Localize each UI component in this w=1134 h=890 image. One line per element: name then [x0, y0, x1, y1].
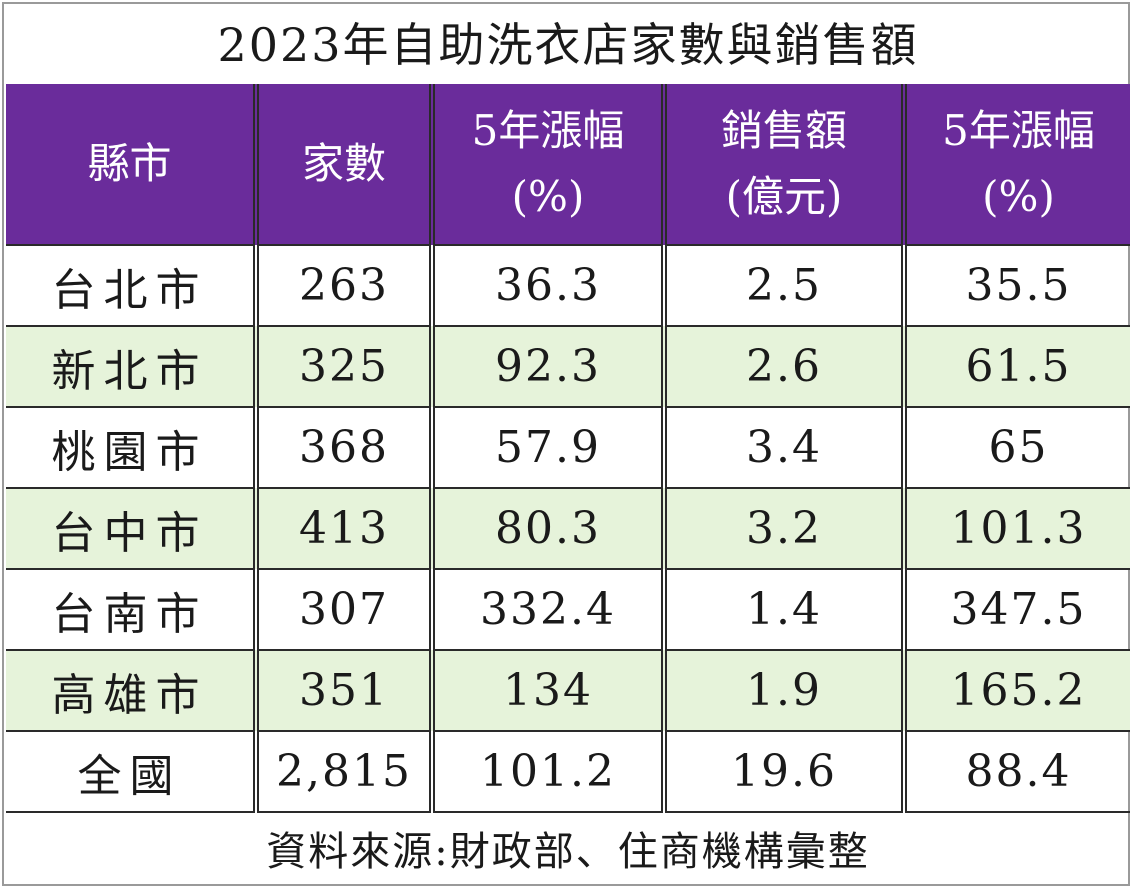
table-row: 高雄市 351 134 1.9 165.2	[6, 650, 1130, 732]
cell-store-count: 325	[256, 326, 435, 408]
cell-sales: 3.4	[664, 407, 907, 489]
column-header-sales: 銷售額 (億元)	[664, 84, 907, 246]
column-header-unit: (%)	[511, 172, 585, 221]
table-row-total: 全國 2,815 101.2 19.6 88.4	[6, 731, 1130, 813]
cell-sales: 2.6	[664, 326, 907, 408]
column-header-label: 縣市	[87, 139, 172, 188]
column-header-store-count: 家數	[256, 84, 435, 246]
column-header-unit: (%)	[982, 172, 1055, 221]
cell-county: 桃園市	[6, 407, 259, 489]
cell-sales-growth: 165.2	[904, 650, 1130, 732]
cell-store-count: 307	[256, 569, 435, 651]
column-header-unit: (億元)	[725, 172, 843, 221]
cell-county: 台北市	[6, 245, 259, 327]
cell-sales: 3.2	[664, 488, 907, 570]
cell-county: 全國	[6, 731, 259, 813]
table-row: 台中市 413 80.3 3.2 101.3	[6, 488, 1130, 570]
cell-sales-growth: 347.5	[904, 569, 1130, 651]
cell-store-count: 2,815	[256, 731, 435, 813]
cell-sales-growth: 88.4	[904, 731, 1130, 813]
column-header-label: 家數	[301, 139, 386, 188]
cell-store-growth: 332.4	[432, 569, 667, 651]
cell-store-count: 368	[256, 407, 435, 489]
column-header-label: 銷售額	[720, 106, 847, 155]
source-note: 資料來源:財政部、住商機構彙整	[266, 829, 870, 875]
cell-store-growth: 36.3	[432, 245, 667, 327]
table-row: 台北市 263 36.3 2.5 35.5	[6, 245, 1130, 327]
cell-sales: 1.9	[664, 650, 907, 732]
cell-county: 新北市	[6, 326, 259, 408]
cell-store-growth: 80.3	[432, 488, 667, 570]
cell-store-count: 351	[256, 650, 435, 732]
column-header-label: 5年漲幅	[942, 106, 1095, 155]
table-row: 台南市 307 332.4 1.4 347.5	[6, 569, 1130, 651]
column-header-label: 5年漲幅	[471, 106, 625, 155]
cell-sales-growth: 61.5	[904, 326, 1130, 408]
cell-store-growth: 92.3	[432, 326, 667, 408]
table-header-row: 縣市 家數 5年漲幅 (%) 銷售額 (億元) 5年漲幅 (%)	[6, 84, 1130, 246]
cell-store-growth: 134	[432, 650, 667, 732]
cell-store-growth: 101.2	[432, 731, 667, 813]
cell-store-growth: 57.9	[432, 407, 667, 489]
cell-sales-growth: 101.3	[904, 488, 1130, 570]
table-row: 桃園市 368 57.9 3.4 65	[6, 407, 1130, 489]
table-row: 新北市 325 92.3 2.6 61.5	[6, 326, 1130, 408]
cell-county: 台南市	[6, 569, 259, 651]
column-header-county: 縣市	[6, 84, 259, 246]
column-header-sales-growth: 5年漲幅 (%)	[904, 84, 1130, 246]
column-header-store-growth: 5年漲幅 (%)	[432, 84, 667, 246]
cell-sales-growth: 65	[904, 407, 1130, 489]
cell-sales-growth: 35.5	[904, 245, 1130, 327]
cell-sales: 19.6	[664, 731, 907, 813]
cell-store-count: 413	[256, 488, 435, 570]
page-title: 2023年自助洗衣店家數與銷售額	[217, 18, 919, 72]
cell-store-count: 263	[256, 245, 435, 327]
cell-county: 台中市	[6, 488, 259, 570]
cell-county: 高雄市	[6, 650, 259, 732]
cell-sales: 1.4	[664, 569, 907, 651]
data-table: 縣市 家數 5年漲幅 (%) 銷售額 (億元) 5年漲幅 (%)	[6, 84, 1130, 813]
cell-sales: 2.5	[664, 245, 907, 327]
